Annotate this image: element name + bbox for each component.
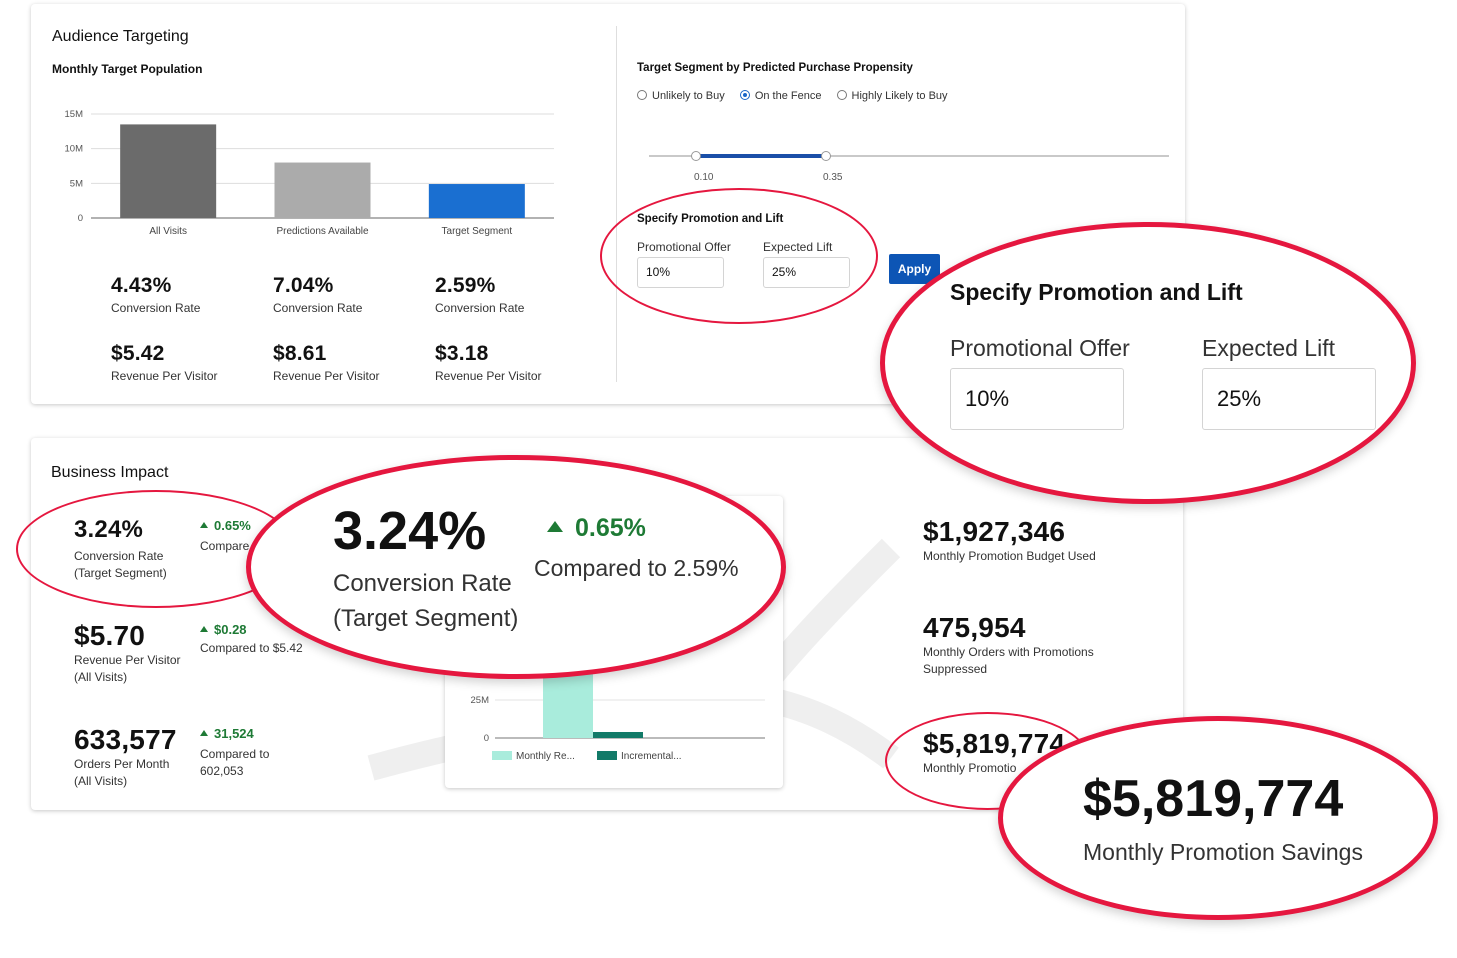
stat-rpv-value: $5.42 [111, 342, 165, 365]
zoom-offer-label: Promotional Offer [950, 335, 1130, 361]
legend-swatch [597, 751, 617, 760]
audience-title: Audience Targeting [52, 28, 189, 45]
metric-revenue-sublabel: (All Visits) [74, 670, 128, 684]
metric-revenue-compare: Compared to $5.42 [200, 641, 303, 655]
metric-orders-compare-value: 602,053 [200, 764, 244, 778]
stat-rpv-label: Revenue Per Visitor [435, 369, 542, 383]
metric-suppressed-sublabel: Suppressed [923, 662, 988, 676]
slider-track [649, 155, 1169, 157]
stat-conversion-label: Conversion Rate [273, 301, 363, 315]
radio-highly-likely-dot[interactable] [836, 90, 847, 100]
slider-low-handle[interactable] [691, 151, 701, 161]
stat-conversion-label: Conversion Rate [111, 301, 201, 315]
zoom-savings-label: Monthly Promotion Savings [1083, 839, 1363, 865]
up-triangle-icon [200, 626, 208, 632]
zoom-conversion-value: 3.24% [333, 501, 487, 561]
metric-orders-delta: 31,524 [200, 726, 254, 741]
up-triangle-icon [547, 521, 563, 532]
radio-unlikely-label: Unlikely to Buy [652, 90, 725, 102]
stat-conversion-value: 7.04% [273, 274, 334, 297]
apply-button[interactable]: Apply [889, 254, 940, 284]
metric-revenue: $5.70 Revenue Per Visitor (All Visits) $… [74, 620, 334, 700]
zoom-promo: Specify Promotion and Lift Promotional O… [880, 222, 1416, 504]
y-tick-label: 0 [78, 213, 83, 224]
radio-on-the-fence-label: On the Fence [754, 90, 822, 102]
zoom-conversion-sublabel: (Target Segment) [333, 605, 519, 632]
bar [428, 184, 525, 218]
metric-revenue-label: Revenue Per Visitor [74, 653, 181, 667]
x-category-label: Target Segment [442, 226, 513, 237]
slider-low-label: 0.10 [694, 172, 714, 183]
metric-suppressed-value: 475,954 [923, 612, 1026, 643]
stat-rpv-value: $3.18 [435, 342, 489, 365]
stat-conversion-value: 2.59% [435, 274, 496, 297]
business-title: Business Impact [51, 464, 169, 481]
stats-grid: 4.43% Conversion Rate $5.42 Revenue Per Vis… [111, 274, 601, 394]
stat-conversion-label: Conversion Rate [435, 301, 525, 315]
vertical-divider [616, 26, 617, 382]
audience-targeting-card: Audience Targeting Monthly Target Popula… [31, 4, 1185, 404]
highlight-ring-promo [600, 188, 878, 324]
radio-highly-likely-label: Highly Likely to Buy [851, 90, 948, 102]
up-triangle-icon [200, 730, 208, 736]
metric-revenue-delta: $0.28 [200, 622, 247, 637]
zoom-conversion-delta: 0.65% [547, 514, 646, 543]
y-tick-label: 15M [65, 109, 84, 120]
slider-high-handle[interactable] [821, 151, 831, 161]
metric-budget-value: $1,927,346 [923, 516, 1066, 547]
metric-orders-compare: Compared to [200, 747, 270, 761]
y-tick-label: 0 [484, 733, 489, 744]
bar [120, 124, 217, 218]
zoom-promo-title: Specify Promotion and Lift [950, 279, 1243, 305]
zoom-conversion: 3.24% Conversion Rate (Target Segment) 0… [246, 455, 786, 679]
metric-orders: 633,577 Orders Per Month (All Visits) 31… [74, 724, 334, 804]
slider-high-label: 0.35 [823, 172, 843, 183]
x-category-label: All Visits [149, 226, 187, 237]
zoom-conversion-label: Conversion Rate [333, 570, 512, 597]
population-chart-title: Monthly Target Population [52, 62, 203, 76]
zoom-savings-value: $5,819,774 [1083, 770, 1344, 828]
legend-swatch [492, 751, 512, 760]
stat-rpv-label: Revenue Per Visitor [111, 369, 218, 383]
metric-budget-label: Monthly Promotion Budget Used [923, 549, 1096, 563]
y-tick-label: 10M [65, 144, 84, 155]
zoom-savings: $5,819,774 Monthly Promotion Savings [998, 716, 1438, 920]
radio-on-the-fence-dot[interactable] [739, 90, 750, 100]
metric-orders-label: Orders Per Month [74, 757, 170, 771]
zoom-lift-input[interactable]: 25% [1202, 368, 1376, 430]
segment-title: Target Segment by Predicted Purchase Pro… [637, 62, 913, 74]
slider-range [696, 154, 826, 158]
zoom-lift-label: Expected Lift [1202, 335, 1335, 361]
legend-label: Incremental... [621, 751, 682, 762]
metric-suppressed: 475,954 Monthly Orders with Promotions S… [923, 612, 1094, 678]
zoom-conversion-compare: Compared to 2.59% [534, 555, 739, 581]
stat-rpv-value: $8.61 [273, 342, 327, 365]
zoom-offer-input[interactable]: 10% [950, 368, 1124, 430]
propensity-slider[interactable] [649, 151, 1169, 166]
population-bar-chart: 0 5M 10M 15M All Visits Predictions Availabl… [65, 109, 554, 237]
y-tick-label: 5M [70, 178, 83, 189]
metric-budget: $1,927,346 Monthly Promotion Budget Used [923, 516, 1096, 565]
metric-suppressed-label: Monthly Orders with Promotions [923, 645, 1094, 659]
bar [593, 732, 643, 738]
propensity-radio-group: Unlikely to Buy On the Fence Highly Like… [637, 90, 948, 102]
stat-column: 4.43% Conversion Rate $5.42 Revenue Per Vis… [111, 274, 261, 385]
y-tick-label: 25M [471, 695, 490, 706]
metric-revenue-value: $5.70 [74, 620, 146, 651]
legend-label: Monthly Re... [516, 751, 575, 762]
radio-highly-likely[interactable]: Highly Likely to Buy [836, 90, 948, 102]
radio-on-the-fence[interactable]: On the Fence [739, 90, 822, 102]
stat-conversion-value: 4.43% [111, 274, 172, 297]
metric-orders-sublabel: (All Visits) [74, 774, 128, 788]
stat-rpv-label: Revenue Per Visitor [273, 369, 380, 383]
stat-column: 2.59% Conversion Rate $3.18 Revenue Per Vis… [435, 274, 585, 385]
radio-unlikely-dot[interactable] [637, 90, 647, 100]
bar [274, 162, 371, 218]
x-category-label: Predictions Available [276, 226, 369, 237]
radio-unlikely[interactable]: Unlikely to Buy [637, 90, 725, 102]
metric-orders-value: 633,577 [74, 724, 177, 755]
stat-column: 7.04% Conversion Rate $8.61 Revenue Per Vis… [273, 274, 423, 385]
